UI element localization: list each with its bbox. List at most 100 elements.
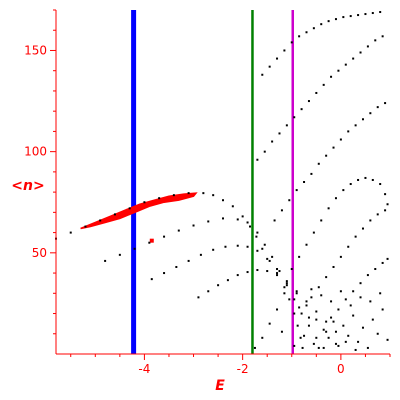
data-point: [359, 51, 362, 54]
data-point: [84, 225, 87, 228]
data-point: [177, 229, 180, 232]
data-point: [163, 235, 166, 238]
data-point: [379, 292, 382, 295]
data-point: [344, 340, 347, 343]
data-point: [315, 318, 318, 321]
red-point: [149, 238, 154, 243]
data-point: [293, 116, 296, 119]
data-point: [192, 224, 195, 227]
data-point: [305, 31, 308, 34]
data-point: [327, 20, 330, 23]
data-point: [376, 332, 379, 335]
data-point: [381, 35, 384, 38]
data-point: [352, 57, 355, 60]
data-point: [315, 310, 318, 313]
data-point: [303, 334, 306, 337]
data-point: [381, 261, 384, 264]
data-point: [288, 298, 291, 301]
data-point: [310, 172, 313, 175]
data-point: [354, 235, 357, 238]
data-point: [332, 265, 335, 268]
data-point: [266, 257, 269, 260]
data-point: [236, 244, 239, 247]
data-point: [268, 259, 271, 262]
data-point: [379, 11, 382, 14]
data-point: [349, 304, 352, 307]
data-point: [344, 63, 347, 66]
data-point: [342, 324, 345, 327]
data-point: [278, 132, 281, 135]
data-point: [293, 344, 296, 347]
data-point: [293, 312, 296, 315]
red-band-area: [80, 192, 198, 230]
data-point: [293, 298, 296, 301]
data-point: [207, 220, 210, 223]
data-point: [217, 284, 220, 287]
data-point: [280, 330, 283, 333]
data-point: [298, 306, 301, 309]
data-point: [307, 316, 310, 319]
data-point: [241, 215, 244, 218]
data-point: [312, 342, 315, 345]
data-point: [349, 15, 352, 18]
data-point: [283, 49, 286, 52]
data-point: [212, 194, 215, 197]
data-point: [386, 257, 389, 260]
data-point: [334, 18, 337, 21]
data-point: [352, 314, 355, 317]
data-point: [128, 207, 131, 210]
data-point: [298, 35, 301, 38]
data-point: [327, 207, 330, 210]
data-point: [334, 330, 337, 333]
data-point: [312, 27, 315, 30]
data-point: [226, 279, 229, 282]
data-point: [300, 108, 303, 111]
data-point: [150, 278, 153, 281]
data-point: [285, 280, 288, 283]
data-point: [199, 253, 202, 256]
data-point: [263, 150, 266, 153]
data-point: [261, 247, 264, 250]
data-point: [300, 312, 303, 315]
data-point: [99, 219, 102, 222]
data-point: [325, 276, 328, 279]
data-point: [320, 219, 323, 222]
data-point: [187, 192, 190, 195]
data-point: [246, 221, 249, 224]
data-point: [278, 270, 281, 273]
x-axis-label: E: [215, 378, 225, 394]
data-point: [361, 227, 364, 230]
data-point: [296, 324, 299, 327]
data-point: [285, 124, 288, 127]
data-point: [305, 304, 308, 307]
data-point: [386, 338, 389, 341]
data-point: [366, 45, 369, 48]
data-point: [371, 12, 374, 15]
y-tick-label: 50: [32, 246, 47, 260]
data-point: [256, 249, 259, 252]
data-point: [330, 300, 333, 303]
data-point: [148, 241, 151, 244]
data-point: [381, 308, 384, 311]
x-tick-label: -2: [237, 362, 249, 376]
data-point: [384, 102, 387, 105]
data-point: [113, 213, 116, 216]
data-point: [386, 203, 389, 206]
data-point: [364, 176, 367, 179]
data-point: [249, 225, 252, 228]
data-point: [347, 130, 350, 133]
data-point: [255, 235, 258, 238]
data-point: [288, 199, 291, 202]
data-point: [283, 292, 286, 295]
data-point: [307, 100, 310, 103]
data-point: [342, 189, 345, 192]
data-point: [271, 255, 274, 258]
data-point: [322, 83, 325, 86]
data-point: [276, 57, 279, 60]
data-point: [334, 342, 337, 345]
y-axis-label: <n>: [11, 178, 44, 194]
data-point: [359, 296, 362, 299]
data-point: [322, 328, 325, 331]
data-point: [376, 213, 379, 216]
